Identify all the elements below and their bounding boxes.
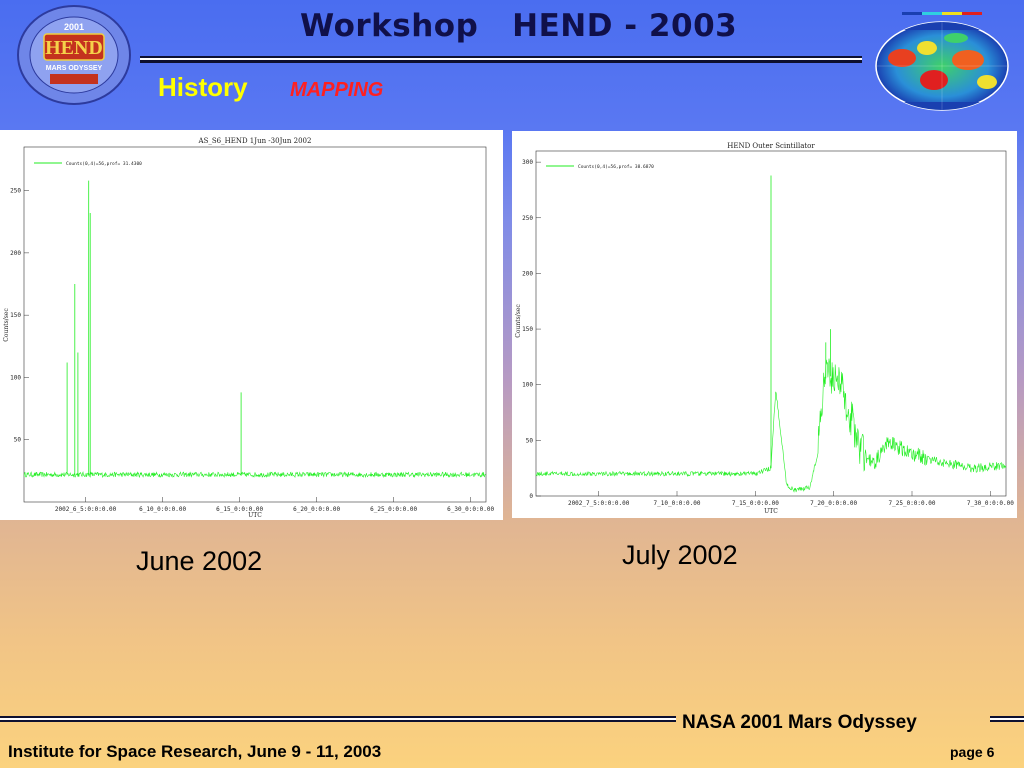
y-tick-label: 0 — [529, 493, 533, 500]
header-title: Workshop HEND - 2003 — [300, 8, 738, 44]
chart-july-2002: HEND Outer Scintillator UTC Counts/sec C… — [515, 142, 1014, 515]
legend-entry: Counts(0,4)=56,prof= 31.4300 — [66, 161, 142, 167]
footer-mission: NASA 2001 Mars Odyssey — [682, 712, 917, 733]
caption-july: July 2002 — [622, 540, 738, 570]
chart-june-2002: AS_S6_HEND 1Jun -30Jun 2002 UTC Counts/s… — [3, 137, 494, 519]
x-tick-label: 2002_6_5:0:0:0.00 — [55, 506, 117, 513]
series-line — [66, 180, 242, 475]
x-tick-label: 7_25_0:0:0.00 — [889, 500, 936, 507]
x-axis-label: UTC — [248, 512, 262, 519]
y-tick-label: 200 — [522, 270, 533, 277]
mars-map-globe — [875, 12, 1009, 111]
x-tick-label: 7_15_0:0:0.00 — [732, 500, 779, 507]
footer-rule-right — [990, 716, 1024, 722]
y-axis-label: Counts/sec — [515, 304, 522, 338]
plot-frame — [535, 150, 1007, 497]
plot-frame — [23, 146, 487, 503]
section-subtitle: MAPPING — [290, 79, 384, 101]
x-tick-label: 6_25_0:0:0.00 — [370, 506, 417, 513]
x-axis-label: UTC — [764, 508, 778, 515]
legend-entry: Counts(0,4)=56,prof= 38.6870 — [578, 164, 654, 170]
y-tick-label: 150 — [522, 326, 533, 333]
y-tick-label: 100 — [522, 382, 533, 389]
x-tick-label: 7_20_0:0:0.00 — [810, 500, 857, 507]
series-noise — [535, 358, 1007, 493]
x-tick-label: 7_30_0:0:0.00 — [967, 500, 1014, 507]
chart-title: HEND Outer Scintillator — [727, 142, 815, 150]
footer-institute: Institute for Space Research, June 9 - 1… — [8, 742, 382, 761]
footer-rule-left — [0, 716, 676, 722]
logo-sub: MARS ODYSSEY — [46, 65, 103, 72]
series-noise — [23, 471, 487, 479]
section-title: History — [158, 72, 248, 102]
header-rule — [140, 56, 862, 63]
logo-year: 2001 — [64, 22, 84, 32]
y-tick-label: 50 — [14, 437, 22, 444]
page-number: page 6 — [950, 744, 995, 760]
y-tick-label: 50 — [526, 437, 534, 444]
x-tick-label: 6_20_0:0:0.00 — [293, 506, 340, 513]
y-tick-label: 250 — [10, 188, 21, 195]
x-tick-label: 2002_7_5:0:0:0.00 — [568, 500, 630, 507]
chart-panel-june: AS_S6_HEND 1Jun -30Jun 2002 UTC Counts/s… — [0, 130, 503, 520]
logo-text: HEND — [45, 37, 103, 59]
caption-june: June 2002 — [136, 546, 263, 576]
y-tick-label: 100 — [10, 374, 21, 381]
x-tick-label: 6_15_0:0:0.00 — [216, 506, 263, 513]
chart-panel-july: HEND Outer Scintillator UTC Counts/sec C… — [512, 131, 1017, 518]
chart-title: AS_S6_HEND 1Jun -30Jun 2002 — [198, 137, 312, 145]
y-tick-label: 250 — [522, 215, 533, 222]
y-axis-label: Counts/sec — [3, 308, 10, 342]
x-tick-label: 7_10_0:0:0.00 — [654, 500, 701, 507]
y-tick-label: 150 — [10, 312, 21, 319]
x-tick-label: 6_30_0:0:0.00 — [447, 506, 494, 513]
y-tick-label: 200 — [10, 250, 21, 257]
y-tick-label: 300 — [522, 159, 533, 166]
hend-logo: 2001 HEND MARS ODYSSEY — [17, 5, 131, 105]
x-tick-label: 6_10_0:0:0.00 — [139, 506, 186, 513]
